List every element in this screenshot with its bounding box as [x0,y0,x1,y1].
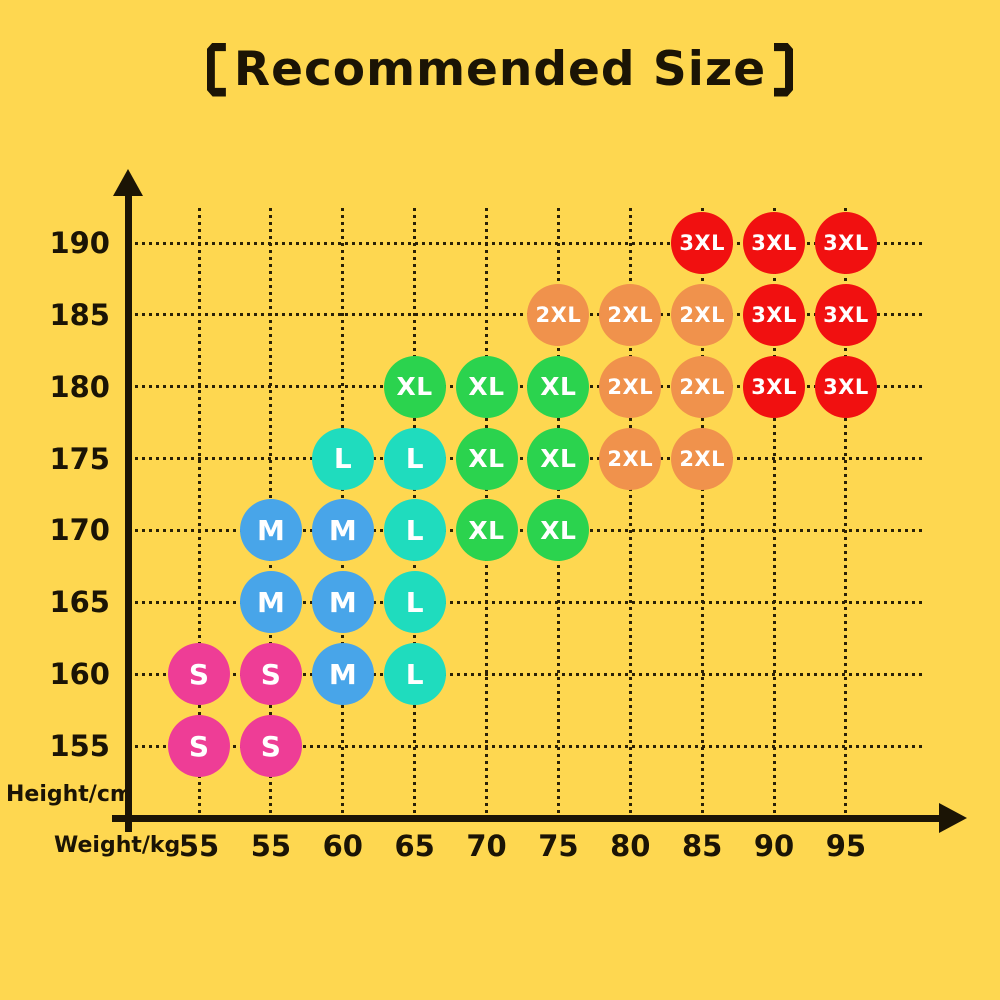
size-bubble: L [383,427,446,490]
size-bubble: 2XL [599,355,662,418]
y-tick-label: 165 [49,585,110,620]
size-bubble: L [383,643,446,706]
size-bubble: 2XL [599,283,662,346]
size-bubble: 3XL [743,212,806,274]
x-tick-label: 60 [322,829,363,863]
left-lenticular-bracket-icon [206,42,226,97]
size-bubble: XL [455,427,518,490]
horizontal-gridline [128,600,923,604]
horizontal-gridline [128,672,923,676]
horizontal-gridline [128,241,923,245]
vertical-gridline [772,208,776,818]
size-bubble: 3XL [671,212,734,274]
y-tick-label: 160 [49,657,110,692]
x-tick-label: 55 [178,829,220,863]
y-tick-label: 185 [49,297,110,332]
chart-title-text: Recommended Size [233,42,767,97]
x-tick-label: 65 [394,829,435,863]
size-bubble: M [239,571,302,634]
size-bubble: M [311,499,374,562]
size-bubble: 3XL [743,355,806,418]
x-tick-label: 90 [753,829,795,863]
x-axis-unit-label: Weight/kg [54,833,181,858]
horizontal-gridline [128,457,923,461]
size-bubble: 2XL [671,427,734,490]
y-tick-label: 175 [49,441,110,476]
size-bubble: M [311,643,374,706]
horizontal-gridline [128,528,923,532]
size-bubble: XL [527,355,590,418]
y-axis-unit-label: Height/cm [6,782,133,807]
size-bubble: XL [455,499,518,562]
size-bubble: S [168,643,230,706]
chart-title: Recommended Size [0,42,1000,97]
x-axis-line [112,814,941,822]
size-bubble: M [239,499,302,562]
x-tick-label: 95 [825,829,867,863]
y-axis-line [124,186,132,832]
size-bubble: 3XL [814,283,877,346]
size-bubble: S [239,715,302,778]
vertical-gridline [700,208,704,818]
horizontal-gridline [128,385,923,389]
size-bubble: S [168,715,230,778]
size-bubble: XL [527,499,590,562]
size-bubble: 2XL [599,427,662,490]
size-bubble: 3XL [814,355,877,418]
y-tick-label: 170 [49,513,110,548]
size-bubble: 2XL [527,283,590,346]
size-bubble: L [383,571,446,634]
x-axis-arrow-icon [939,803,967,833]
horizontal-gridline [128,313,923,317]
x-tick-label: 55 [250,829,292,863]
size-bubble: XL [455,355,518,418]
y-tick-label: 155 [49,729,110,764]
size-bubble: L [311,427,374,490]
size-bubble: XL [383,355,446,418]
horizontal-gridline [128,744,923,748]
x-tick-label: 80 [610,829,651,863]
size-bubble: L [383,499,446,562]
vertical-gridline [844,208,848,818]
size-bubble: M [311,571,374,634]
size-bubble: 3XL [743,283,806,346]
vertical-gridline [628,208,632,818]
y-axis-arrow-icon [113,169,143,196]
size-bubble: 3XL [814,212,877,274]
y-tick-label: 190 [49,226,110,260]
size-bubble: S [239,643,302,706]
y-tick-label: 180 [49,369,110,404]
x-tick-label: 85 [681,829,723,863]
size-bubble: 2XL [671,355,734,418]
right-lenticular-bracket-icon [774,43,793,97]
size-bubble: XL [527,427,590,490]
x-tick-label: 70 [466,829,507,863]
size-bubble: 2XL [671,283,734,346]
x-tick-label: 75 [538,829,579,863]
vertical-gridline [197,208,201,818]
